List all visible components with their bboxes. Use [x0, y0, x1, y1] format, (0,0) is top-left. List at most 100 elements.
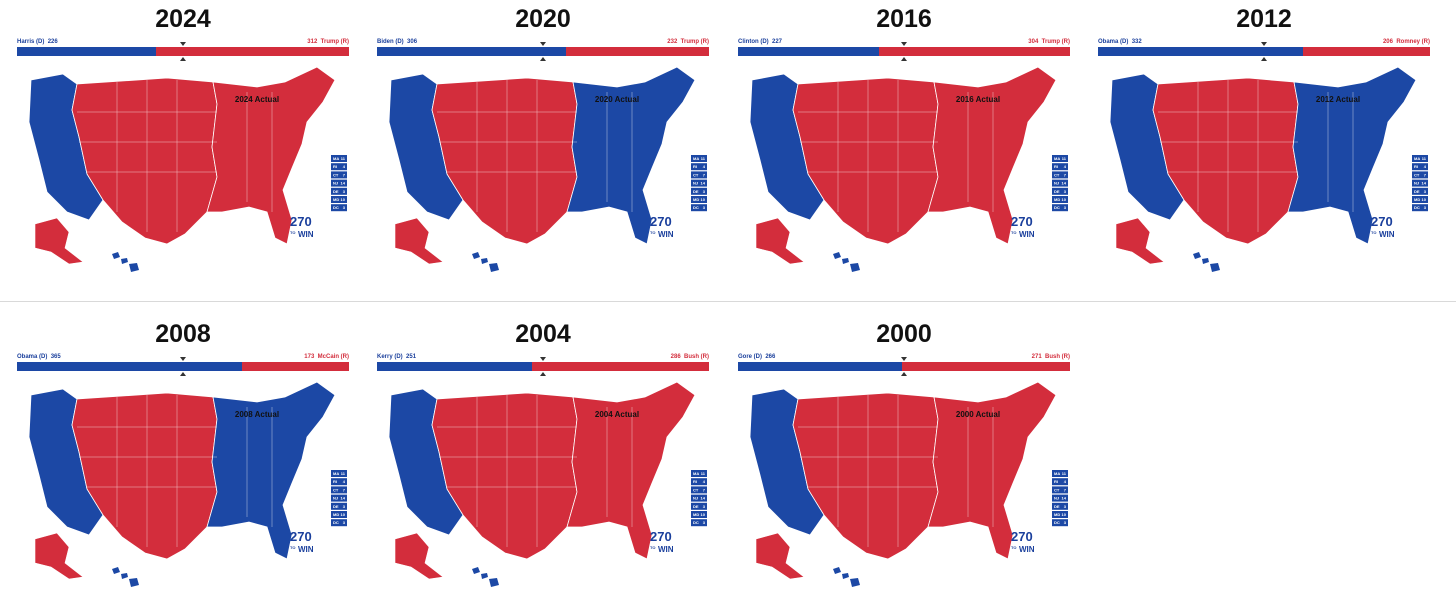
small-state-box — [1052, 171, 1068, 179]
brand-win: WIN — [658, 545, 674, 554]
small-state-box — [1052, 519, 1068, 527]
small-state-box — [1052, 163, 1068, 171]
dem-candidate-name: Clinton (D) — [738, 39, 769, 45]
dem-candidate-name: Obama (D) — [17, 354, 48, 360]
region-central — [1152, 77, 1299, 245]
brand-270: 270 — [290, 214, 312, 229]
us-map: 2004 Actual MA 11 RI 4 CT 7 NJ 14 DE 3 MD 10 DC 3 270 TO… — [377, 377, 709, 607]
electoral-vote-bar: Obama (D) 332 206 Romney (R) — [1098, 38, 1430, 61]
small-state-abbr: NJ — [1414, 181, 1419, 186]
dem-electoral-votes: 266 — [765, 354, 776, 360]
bar-labels: Obama (D) 332 206 Romney (R) — [1098, 38, 1430, 47]
small-state-ev: 11 — [1062, 156, 1067, 161]
state-alaska — [394, 532, 444, 580]
small-state-ev: 14 — [1422, 181, 1427, 186]
270-marker-top — [901, 42, 907, 46]
270-marker-bottom — [540, 57, 546, 61]
270-marker-bottom — [180, 372, 186, 376]
rep-candidate-label: 312 Trump (R) — [307, 38, 349, 47]
small-state-ev: 3 — [703, 504, 706, 509]
small-state-abbr: DC — [693, 520, 699, 525]
electoral-vote-bar: Kerry (D) 251 286 Bush (R) — [377, 353, 709, 376]
electoral-vote-bar: Clinton (D) 227 304 Trump (R) — [738, 38, 1070, 61]
small-state-box — [331, 511, 347, 518]
small-state-abbr: DC — [1414, 205, 1420, 210]
small-state-ev: 3 — [1064, 520, 1067, 525]
small-state-box — [1052, 155, 1068, 162]
small-state-box — [1052, 196, 1068, 203]
small-state-ev: 3 — [1064, 205, 1067, 210]
small-state-abbr: MD — [693, 512, 699, 517]
small-state-abbr: DC — [333, 520, 339, 525]
state-hawaii — [472, 567, 499, 587]
rep-candidate-name: Trump (R) — [1041, 39, 1070, 45]
region-central — [792, 77, 939, 245]
small-state-ev: 3 — [343, 189, 346, 194]
state-hawaii — [112, 252, 139, 272]
state-borders — [77, 80, 273, 232]
small-state-abbr: MA — [693, 156, 699, 161]
small-state-box — [331, 519, 347, 527]
small-state-abbr: RI — [693, 164, 697, 169]
small-state-abbr: NJ — [1054, 496, 1059, 501]
small-state-ev: 11 — [1062, 471, 1067, 476]
bar-labels: Gore (D) 266 271 Bush (R) — [738, 353, 1070, 362]
rep-candidate-label: 304 Trump (R) — [1028, 38, 1070, 47]
bar-track-rep — [377, 47, 709, 56]
small-state-abbr: RI — [333, 479, 337, 484]
bar-track-rep — [17, 47, 349, 56]
bar-fill-dem — [738, 47, 879, 56]
small-state-ev: 14 — [701, 496, 706, 501]
brand-to: TO — [290, 545, 295, 550]
region-central — [792, 392, 939, 560]
bar-track-rep — [377, 362, 709, 371]
rep-electoral-votes: 304 — [1028, 39, 1039, 45]
small-state-box — [1412, 163, 1428, 171]
rep-candidate-name: Bush (R) — [1045, 354, 1070, 360]
small-state-ev: 10 — [341, 197, 346, 202]
small-state-abbr: MD — [333, 197, 339, 202]
bar-fill-dem — [738, 362, 903, 371]
state-borders — [798, 395, 994, 547]
small-state-abbr: DE — [693, 189, 699, 194]
rep-electoral-votes: 286 — [670, 354, 681, 360]
dem-candidate-label: Obama (D) 365 — [17, 353, 61, 362]
rep-electoral-votes: 271 — [1031, 354, 1042, 360]
small-state-box — [691, 155, 707, 162]
small-state-box — [1412, 204, 1428, 212]
region-east — [206, 66, 336, 245]
small-state-ev: 7 — [1424, 172, 1427, 177]
small-state-ev: 3 — [1064, 189, 1067, 194]
small-state-box — [331, 494, 347, 502]
dem-candidate-label: Harris (D) 226 — [17, 38, 58, 47]
small-state-abbr: CT — [1054, 172, 1060, 177]
small-state-abbr: MA — [333, 471, 339, 476]
small-state-abbr: MD — [693, 197, 699, 202]
rep-candidate-label: 271 Bush (R) — [1032, 353, 1070, 362]
rep-candidate-name: Trump (R) — [320, 39, 349, 45]
small-state-abbr: DC — [333, 205, 339, 210]
small-state-box — [691, 171, 707, 179]
election-panel-2008: 2008 Obama (D) 365 173 McCain (R) 2008 Actu… — [17, 317, 349, 612]
small-state-box — [1052, 179, 1068, 187]
small-state-box — [1052, 478, 1068, 486]
year-title: 2004 — [515, 320, 571, 348]
small-state-abbr: MA — [1054, 156, 1060, 161]
region-east — [566, 381, 696, 560]
election-panel-2012: 2012 Obama (D) 332 206 Romney (R) 2012 Actu… — [1098, 2, 1430, 297]
small-state-box — [691, 179, 707, 187]
electoral-vote-bar: Gore (D) 266 271 Bush (R) — [738, 353, 1070, 376]
map-title: 2000 Actual — [956, 410, 1000, 419]
small-state-box — [331, 196, 347, 203]
dem-candidate-name: Kerry (D) — [377, 354, 403, 360]
brand-270: 270 — [650, 529, 672, 544]
270-marker-bottom — [901, 57, 907, 61]
small-state-box — [331, 187, 347, 195]
election-panel-2020: 2020 Biden (D) 306 232 Trump (R) 2020 Actua… — [377, 2, 709, 297]
small-state-ev: 10 — [1422, 197, 1427, 202]
electoral-vote-bar: Biden (D) 306 232 Trump (R) — [377, 38, 709, 61]
state-alaska — [755, 217, 805, 265]
small-state-abbr: CT — [693, 172, 699, 177]
small-state-box — [331, 478, 347, 486]
us-map: 2000 Actual MA 11 RI 4 CT 7 NJ 14 DE 3 MD 10 DC 3 270 TO… — [738, 377, 1070, 607]
